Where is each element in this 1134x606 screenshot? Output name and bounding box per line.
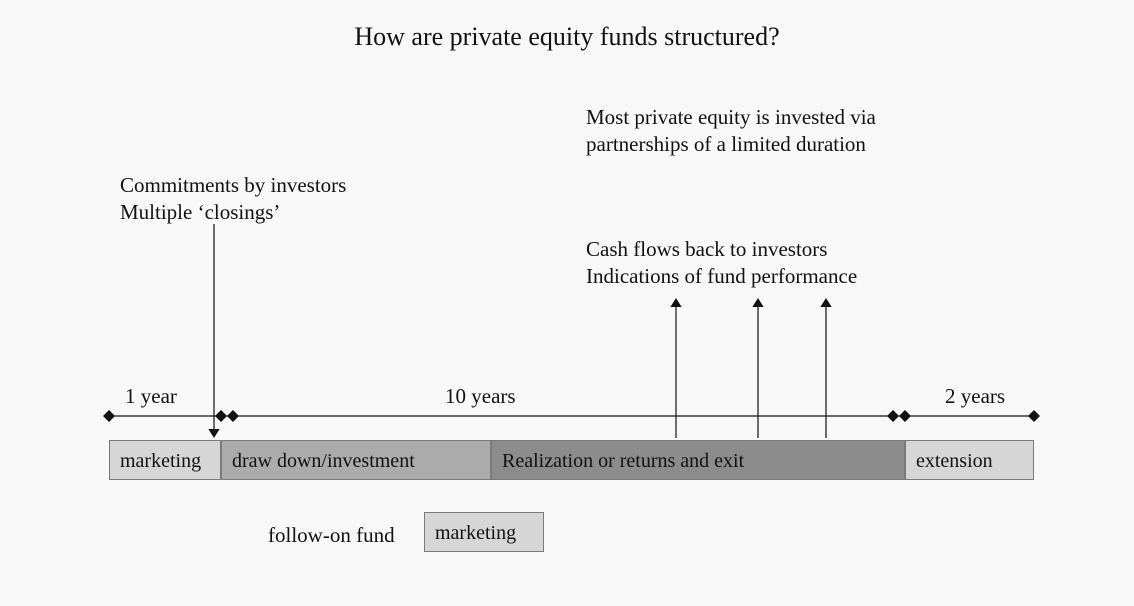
follow-on-label: follow-on fund — [268, 522, 395, 549]
timeline-segment-realization: Realization or returns and exit — [491, 440, 905, 480]
timeline-segment-extension: extension — [905, 440, 1034, 480]
timeline-segment-drawdown: draw down/investment — [221, 440, 491, 480]
annotation-commitments: Commitments by investors Multiple ‘closi… — [120, 172, 346, 226]
diagram-canvas: How are private equity funds structured?… — [0, 0, 1134, 606]
page-title: How are private equity funds structured? — [0, 22, 1134, 52]
annotation-line: Indications of fund performance — [586, 263, 857, 290]
annotation-line: Cash flows back to investors — [586, 236, 857, 263]
annotation-line: Commitments by investors — [120, 172, 346, 199]
annotation-cashflows: Cash flows back to investors Indications… — [586, 236, 857, 290]
annotation-line: partnerships of a limited duration — [586, 131, 876, 158]
annotation-partnerships: Most private equity is invested via part… — [586, 104, 876, 158]
duration-label-1yr: 1 year — [125, 384, 177, 409]
annotation-line: Multiple ‘closings’ — [120, 199, 346, 226]
duration-label-2yr: 2 years — [945, 384, 1005, 409]
timeline-segment-marketing: marketing — [109, 440, 221, 480]
follow-on-box: marketing — [424, 512, 544, 552]
annotation-line: Most private equity is invested via — [586, 104, 876, 131]
duration-label-10yr: 10 years — [445, 384, 516, 409]
diagram-overlay — [0, 0, 1134, 606]
